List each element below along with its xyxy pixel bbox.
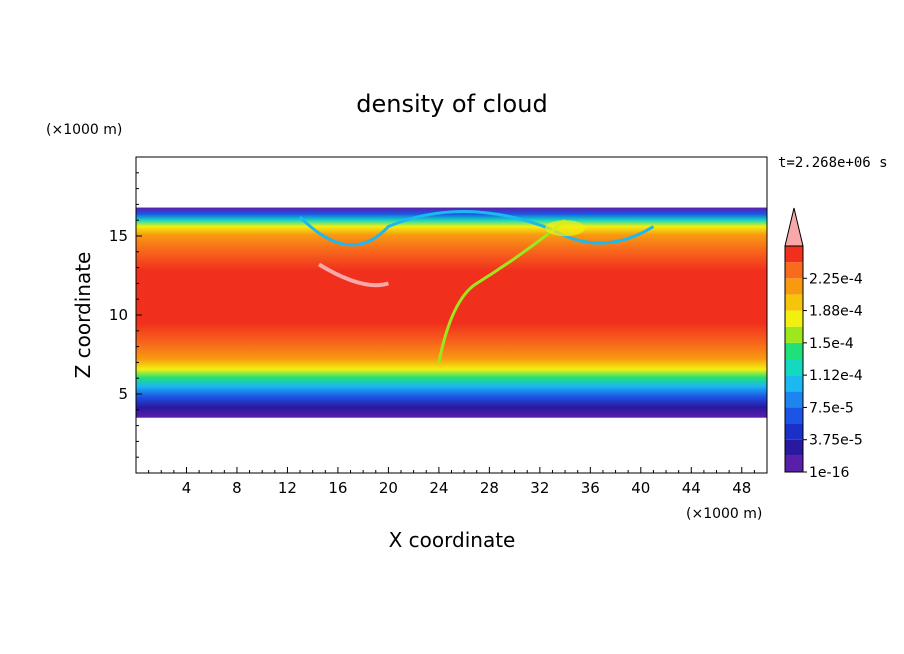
colorbar-segment — [785, 455, 803, 472]
x-unit-label: (×1000 m) — [686, 506, 762, 522]
x-axis-label: X coordinate — [389, 528, 516, 552]
colorbar-segment — [785, 391, 803, 408]
colorbar-segment — [785, 423, 803, 440]
x-ticks: 4 8 12 16 20 24 28 32 36 40 44 48 — [148, 467, 755, 497]
x-tick-label: 20 — [379, 479, 398, 497]
colorbar-tick-label: 3.75e-5 — [809, 433, 863, 449]
colorbar-segment — [785, 294, 803, 311]
high-density-streak — [317, 262, 389, 288]
colorbar-segment — [785, 359, 803, 376]
x-tick-label: 48 — [732, 479, 751, 497]
x-tick-label: 36 — [581, 479, 600, 497]
y-axis-label: Z coordinate — [71, 252, 95, 379]
colorbar-segment — [785, 310, 803, 327]
colorbar: 1e-16 3.75e-5 7.5e-5 1.12e-4 1.5e-4 1.88e-4 2.… — [784, 207, 863, 481]
colorbar-tick-label: 1.88e-4 — [809, 304, 863, 320]
x-tick-label: 28 — [480, 479, 499, 497]
colorbar-segment — [785, 246, 803, 263]
updraft-plume — [437, 219, 567, 363]
colorbar-segment — [785, 407, 803, 424]
cloud-layer — [136, 207, 767, 418]
colorbar-tick-label: 1e-16 — [809, 465, 849, 481]
chart-title: density of cloud — [356, 90, 547, 118]
x-tick-label: 32 — [530, 479, 549, 497]
x-tick-label: 44 — [682, 479, 701, 497]
cloud-density-field — [136, 207, 767, 418]
colorbar-segment — [785, 375, 803, 392]
colorbar-frame — [784, 245, 804, 473]
cloud-arch — [298, 210, 655, 247]
colorbar-segment — [785, 326, 803, 343]
colorbar-segment — [785, 439, 803, 456]
x-tick-label: 40 — [631, 479, 650, 497]
colorbar-tick-label: 1.12e-4 — [809, 368, 863, 384]
colorbar-tick-label: 7.5e-5 — [809, 400, 854, 416]
colorbar-over-arrow — [784, 207, 804, 247]
colorbar-segment — [785, 342, 803, 359]
y-ticks: 5 10 15 — [109, 172, 142, 458]
colorbar-tick-label: 1.5e-4 — [809, 336, 854, 352]
x-tick-label: 4 — [182, 479, 192, 497]
time-label: t=2.268e+06 s — [778, 155, 888, 171]
x-tick-label: 12 — [278, 479, 297, 497]
plume-head — [545, 220, 586, 237]
colorbar-segment — [785, 278, 803, 295]
y-tick-label: 10 — [109, 306, 128, 324]
y-unit-label: (×1000 m) — [46, 122, 122, 138]
x-tick-label: 24 — [429, 479, 448, 497]
x-tick-label: 8 — [232, 479, 242, 497]
y-tick-label: 5 — [118, 385, 128, 403]
colorbar-tick-label: 2.25e-4 — [809, 271, 863, 287]
y-tick-label: 15 — [109, 227, 128, 245]
colorbar-segment — [785, 262, 803, 279]
x-tick-label: 16 — [328, 479, 347, 497]
